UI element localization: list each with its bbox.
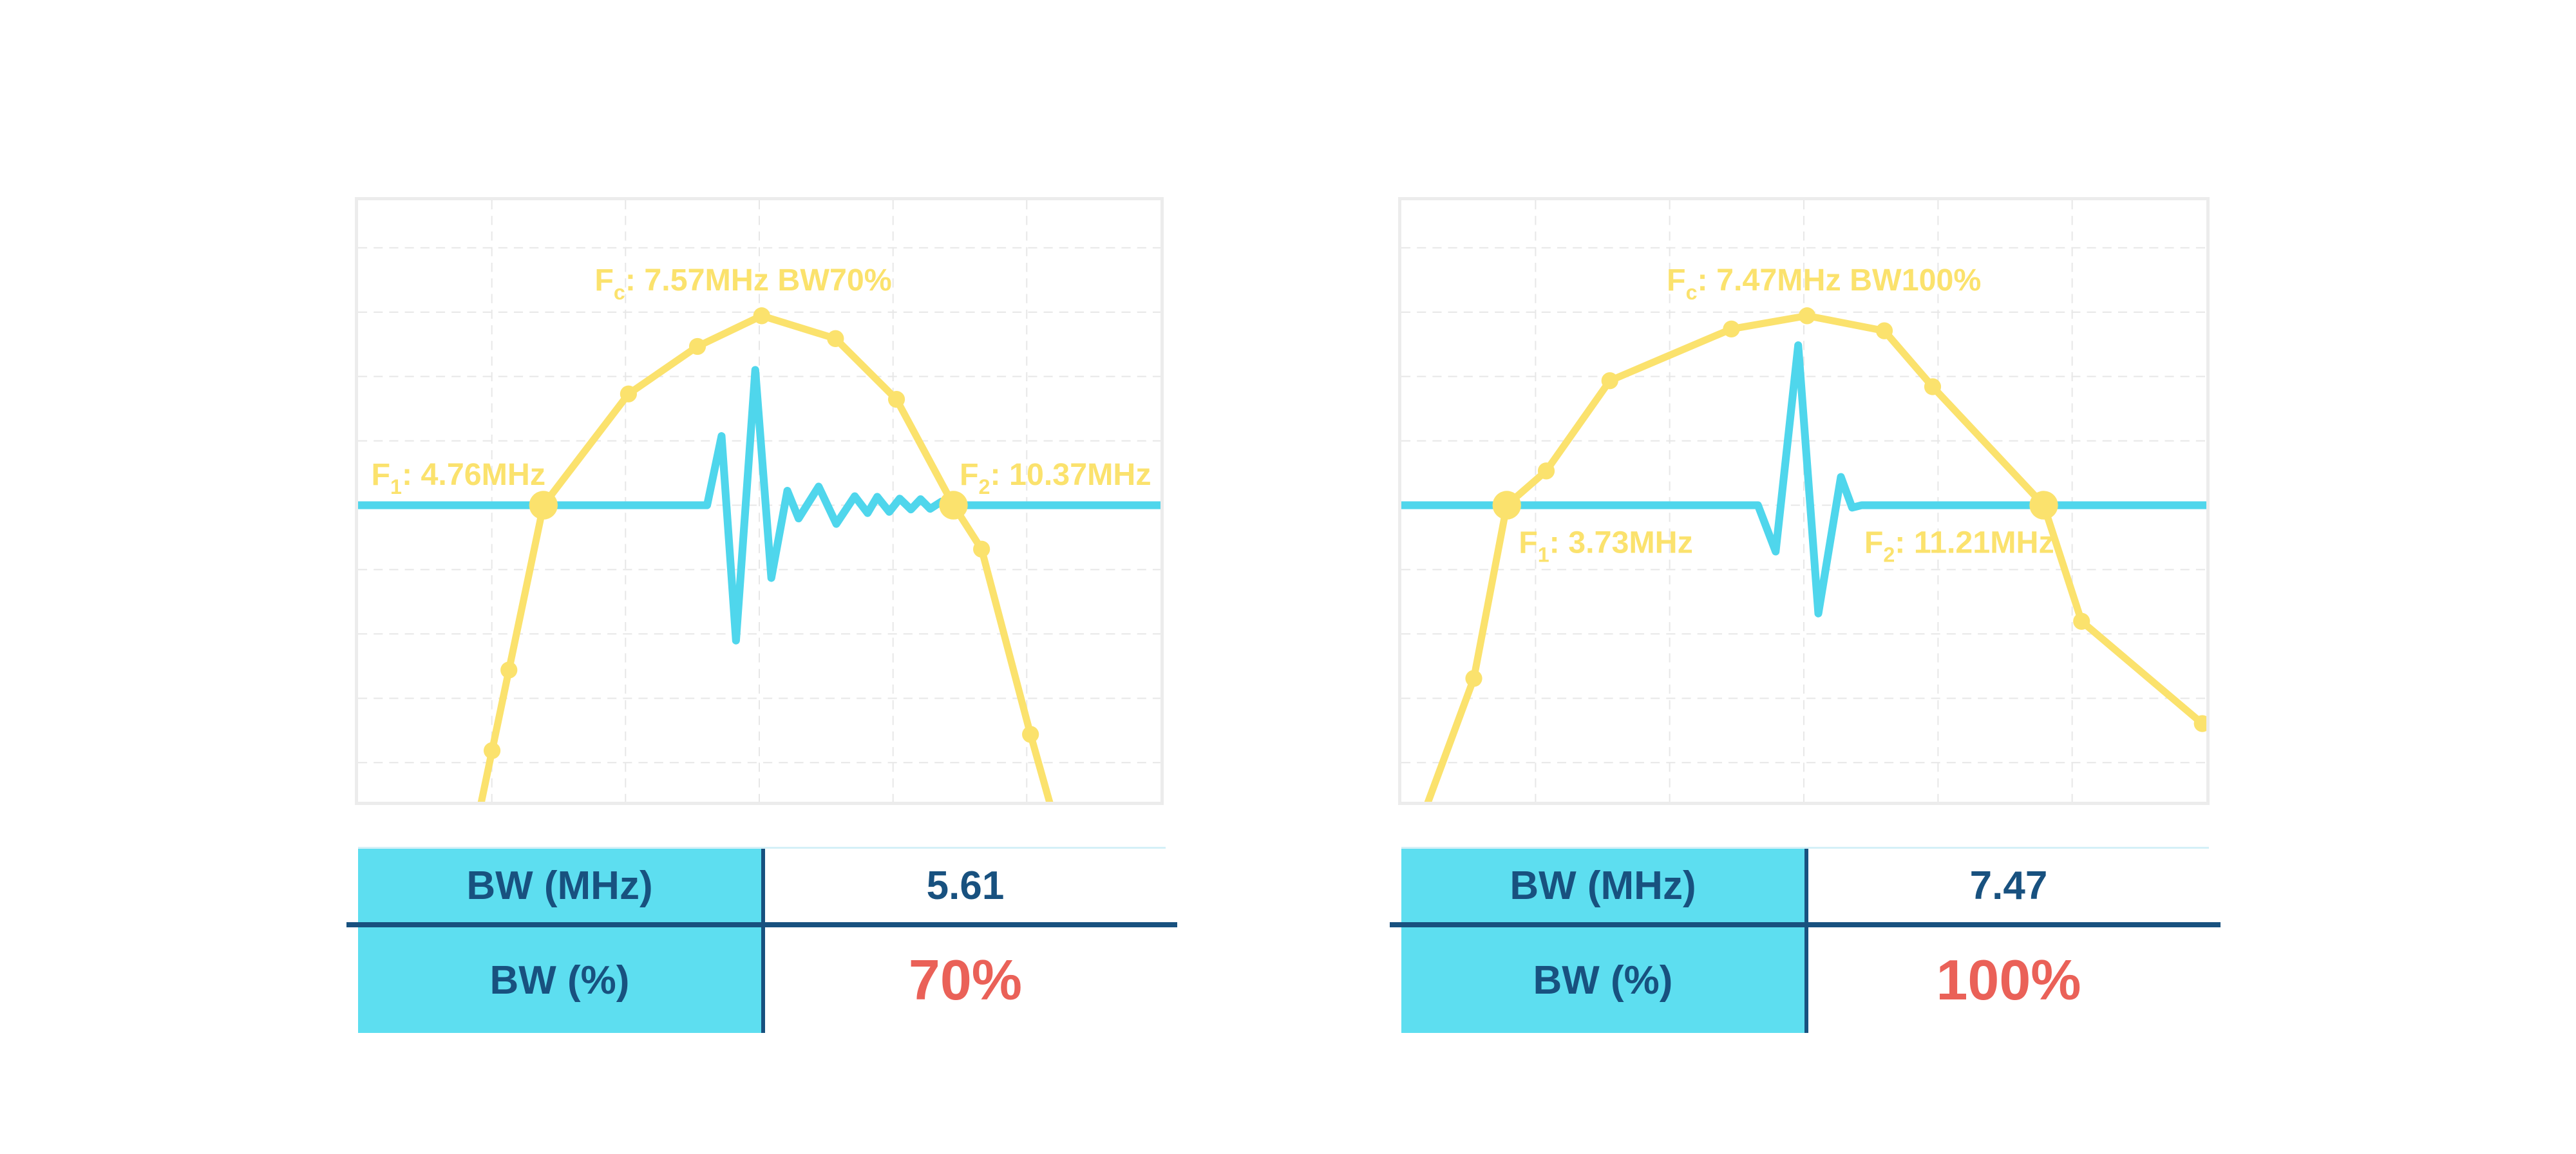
spectrum-point-marker (500, 661, 518, 679)
bandwidth-crossing-marker (2029, 491, 2058, 520)
spectrum-point-marker (688, 337, 706, 355)
f2-label: F2: 11.21MHz (1864, 525, 2054, 566)
f2-label: F2: 10.37MHz (960, 457, 1151, 498)
bw-mhz-label: BW (MHz) (358, 849, 765, 922)
bw-summary-table-left: BW (MHz) 5.61 BW (%) 70% (346, 847, 1177, 1033)
bw-summary-table-right: BW (MHz) 7.47 BW (%) 100% (1390, 847, 2221, 1033)
bw-pct-value: 100% (1808, 927, 2209, 1033)
spectrum-point-marker (1537, 462, 1555, 480)
bw-mhz-label: BW (MHz) (1401, 849, 1808, 922)
spectrum-point-marker (620, 385, 638, 402)
spectrum-point-marker (887, 391, 905, 408)
f1-label: F1: 4.76MHz (371, 457, 545, 498)
bandwidth-crossing-marker (529, 491, 558, 520)
bw-pct-value: 70% (765, 927, 1166, 1033)
bandwidth-crossing-marker (1492, 491, 1521, 520)
f1-label: F1: 3.73MHz (1519, 525, 1693, 566)
bw-pct-label: BW (%) (358, 927, 765, 1033)
pulse-spectrum-chart-bw100: Fc: 7.47MHz BW100% F1: 3.73MHz F2: 11.21MH… (1401, 200, 2206, 802)
chart-panel-bw70: Fc: 7.57MHz BW70% F1: 4.76MHz F2: 10.37MHz (355, 197, 1164, 805)
spectrum-point-marker (1022, 726, 1039, 743)
bw-pct-label: BW (%) (1401, 927, 1808, 1033)
chart-panel-bw100: Fc: 7.47MHz BW100% F1: 3.73MHz F2: 11.21MH… (1398, 197, 2210, 805)
table-row-divider (346, 922, 1177, 927)
spectrum-point-marker (753, 307, 770, 325)
spectrum-point-marker (1723, 320, 1740, 338)
spectrum-point-marker (2073, 612, 2090, 630)
fc-label: Fc: 7.47MHz BW100% (1667, 263, 1981, 304)
table-row-divider (1390, 922, 2221, 927)
spectrum-point-marker (2193, 715, 2206, 732)
spectrum-point-marker (483, 742, 501, 759)
bw-mhz-value: 5.61 (765, 849, 1166, 922)
echo-pulse-waveform (1401, 341, 2206, 618)
spectrum-point-marker (827, 330, 844, 347)
spectrum-point-marker (1875, 322, 1893, 339)
spectrum-point-marker (1601, 372, 1618, 390)
table-row: BW (MHz) 7.47 (1401, 849, 2209, 922)
pulse-spectrum-chart-bw70: Fc: 7.57MHz BW70% F1: 4.76MHz F2: 10.37MHz (358, 200, 1160, 802)
spectrum-point-marker (973, 540, 990, 558)
fc-label: Fc: 7.57MHz BW70% (594, 263, 891, 304)
table-row: BW (%) 100% (1401, 927, 2209, 1033)
table-row: BW (MHz) 5.61 (358, 849, 1166, 922)
echo-pulse-waveform (358, 366, 1160, 645)
spectrum-point-marker (1924, 378, 1942, 395)
bw-mhz-value: 7.47 (1808, 849, 2209, 922)
table-row: BW (%) 70% (358, 927, 1166, 1033)
bandwidth-crossing-marker (939, 491, 968, 520)
spectrum-point-marker (1465, 670, 1482, 687)
spectrum-point-marker (1798, 307, 1816, 325)
spectrum-curve (1424, 312, 2206, 802)
